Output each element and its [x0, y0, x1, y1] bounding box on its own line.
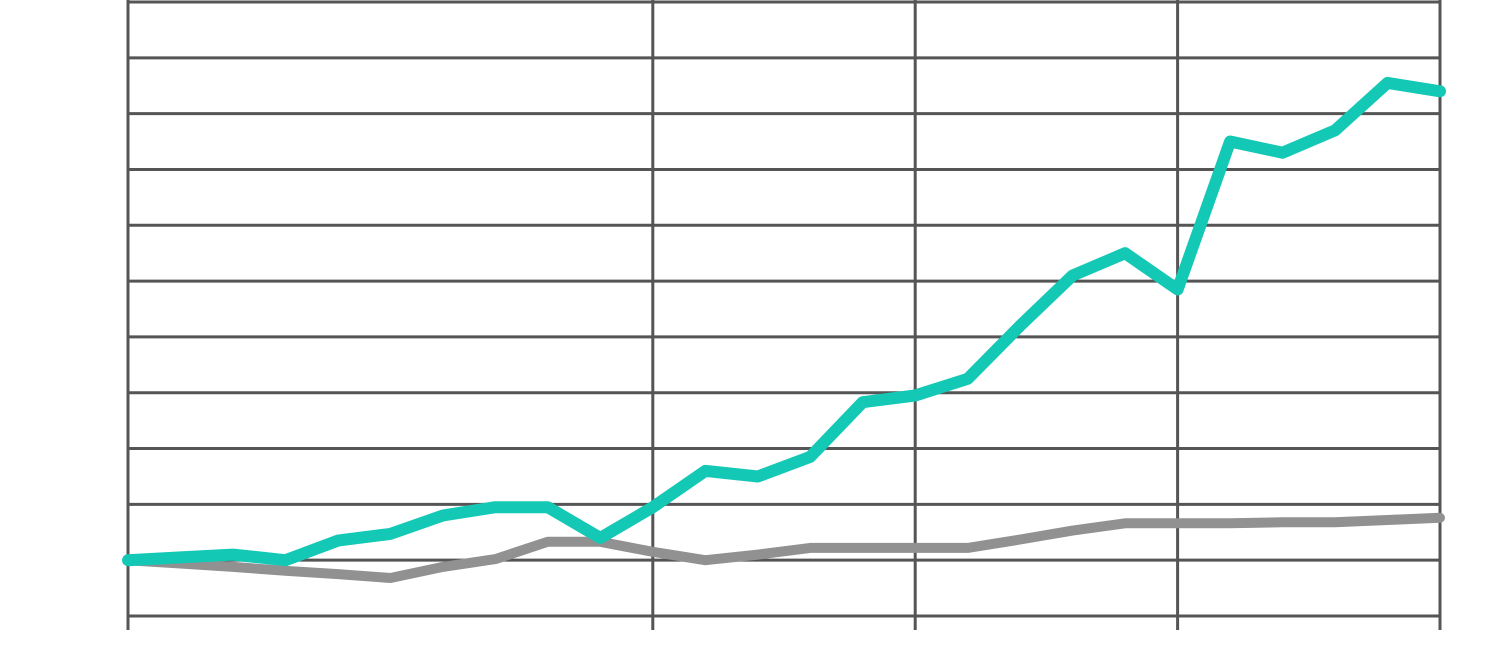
- series-line-0: [122, 76, 1446, 567]
- chart-grid: [126, 0, 1442, 630]
- chart-series-group: [122, 76, 1446, 583]
- series-line-1: [123, 512, 1445, 583]
